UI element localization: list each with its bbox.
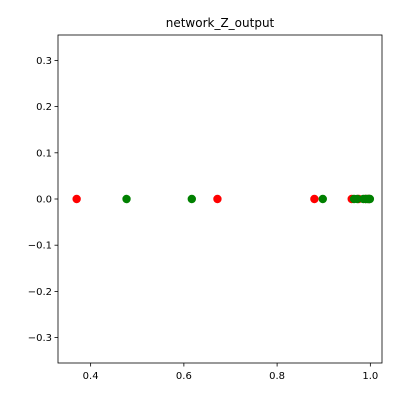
x-tick-label: 1.0	[362, 371, 378, 382]
data-point	[365, 194, 375, 204]
chart-title: network_Z_output	[166, 16, 275, 30]
x-tick-label: 0.8	[269, 371, 285, 382]
data-points	[72, 194, 375, 204]
data-point	[187, 194, 196, 204]
data-point	[122, 194, 131, 204]
x-axis: 0.4 0.6 0.8 1.0	[83, 363, 378, 382]
data-point	[213, 194, 222, 204]
data-point	[353, 194, 362, 204]
y-tick-label: −0.1	[28, 241, 52, 252]
data-point	[310, 194, 319, 204]
data-point	[318, 194, 327, 204]
y-axis: 0.3 0.2 0.1 0.0 −0.1 −0.2 −0.3	[28, 56, 58, 344]
y-tick-label: −0.3	[28, 333, 52, 344]
y-tick-label: 0.0	[36, 195, 52, 206]
y-tick-label: 0.2	[36, 102, 52, 113]
x-tick-label: 0.4	[83, 371, 99, 382]
x-tick-label: 0.6	[176, 371, 192, 382]
data-point	[72, 194, 81, 204]
y-tick-label: −0.2	[28, 287, 52, 298]
y-tick-label: 0.3	[36, 56, 52, 67]
y-tick-label: 0.1	[36, 148, 52, 159]
